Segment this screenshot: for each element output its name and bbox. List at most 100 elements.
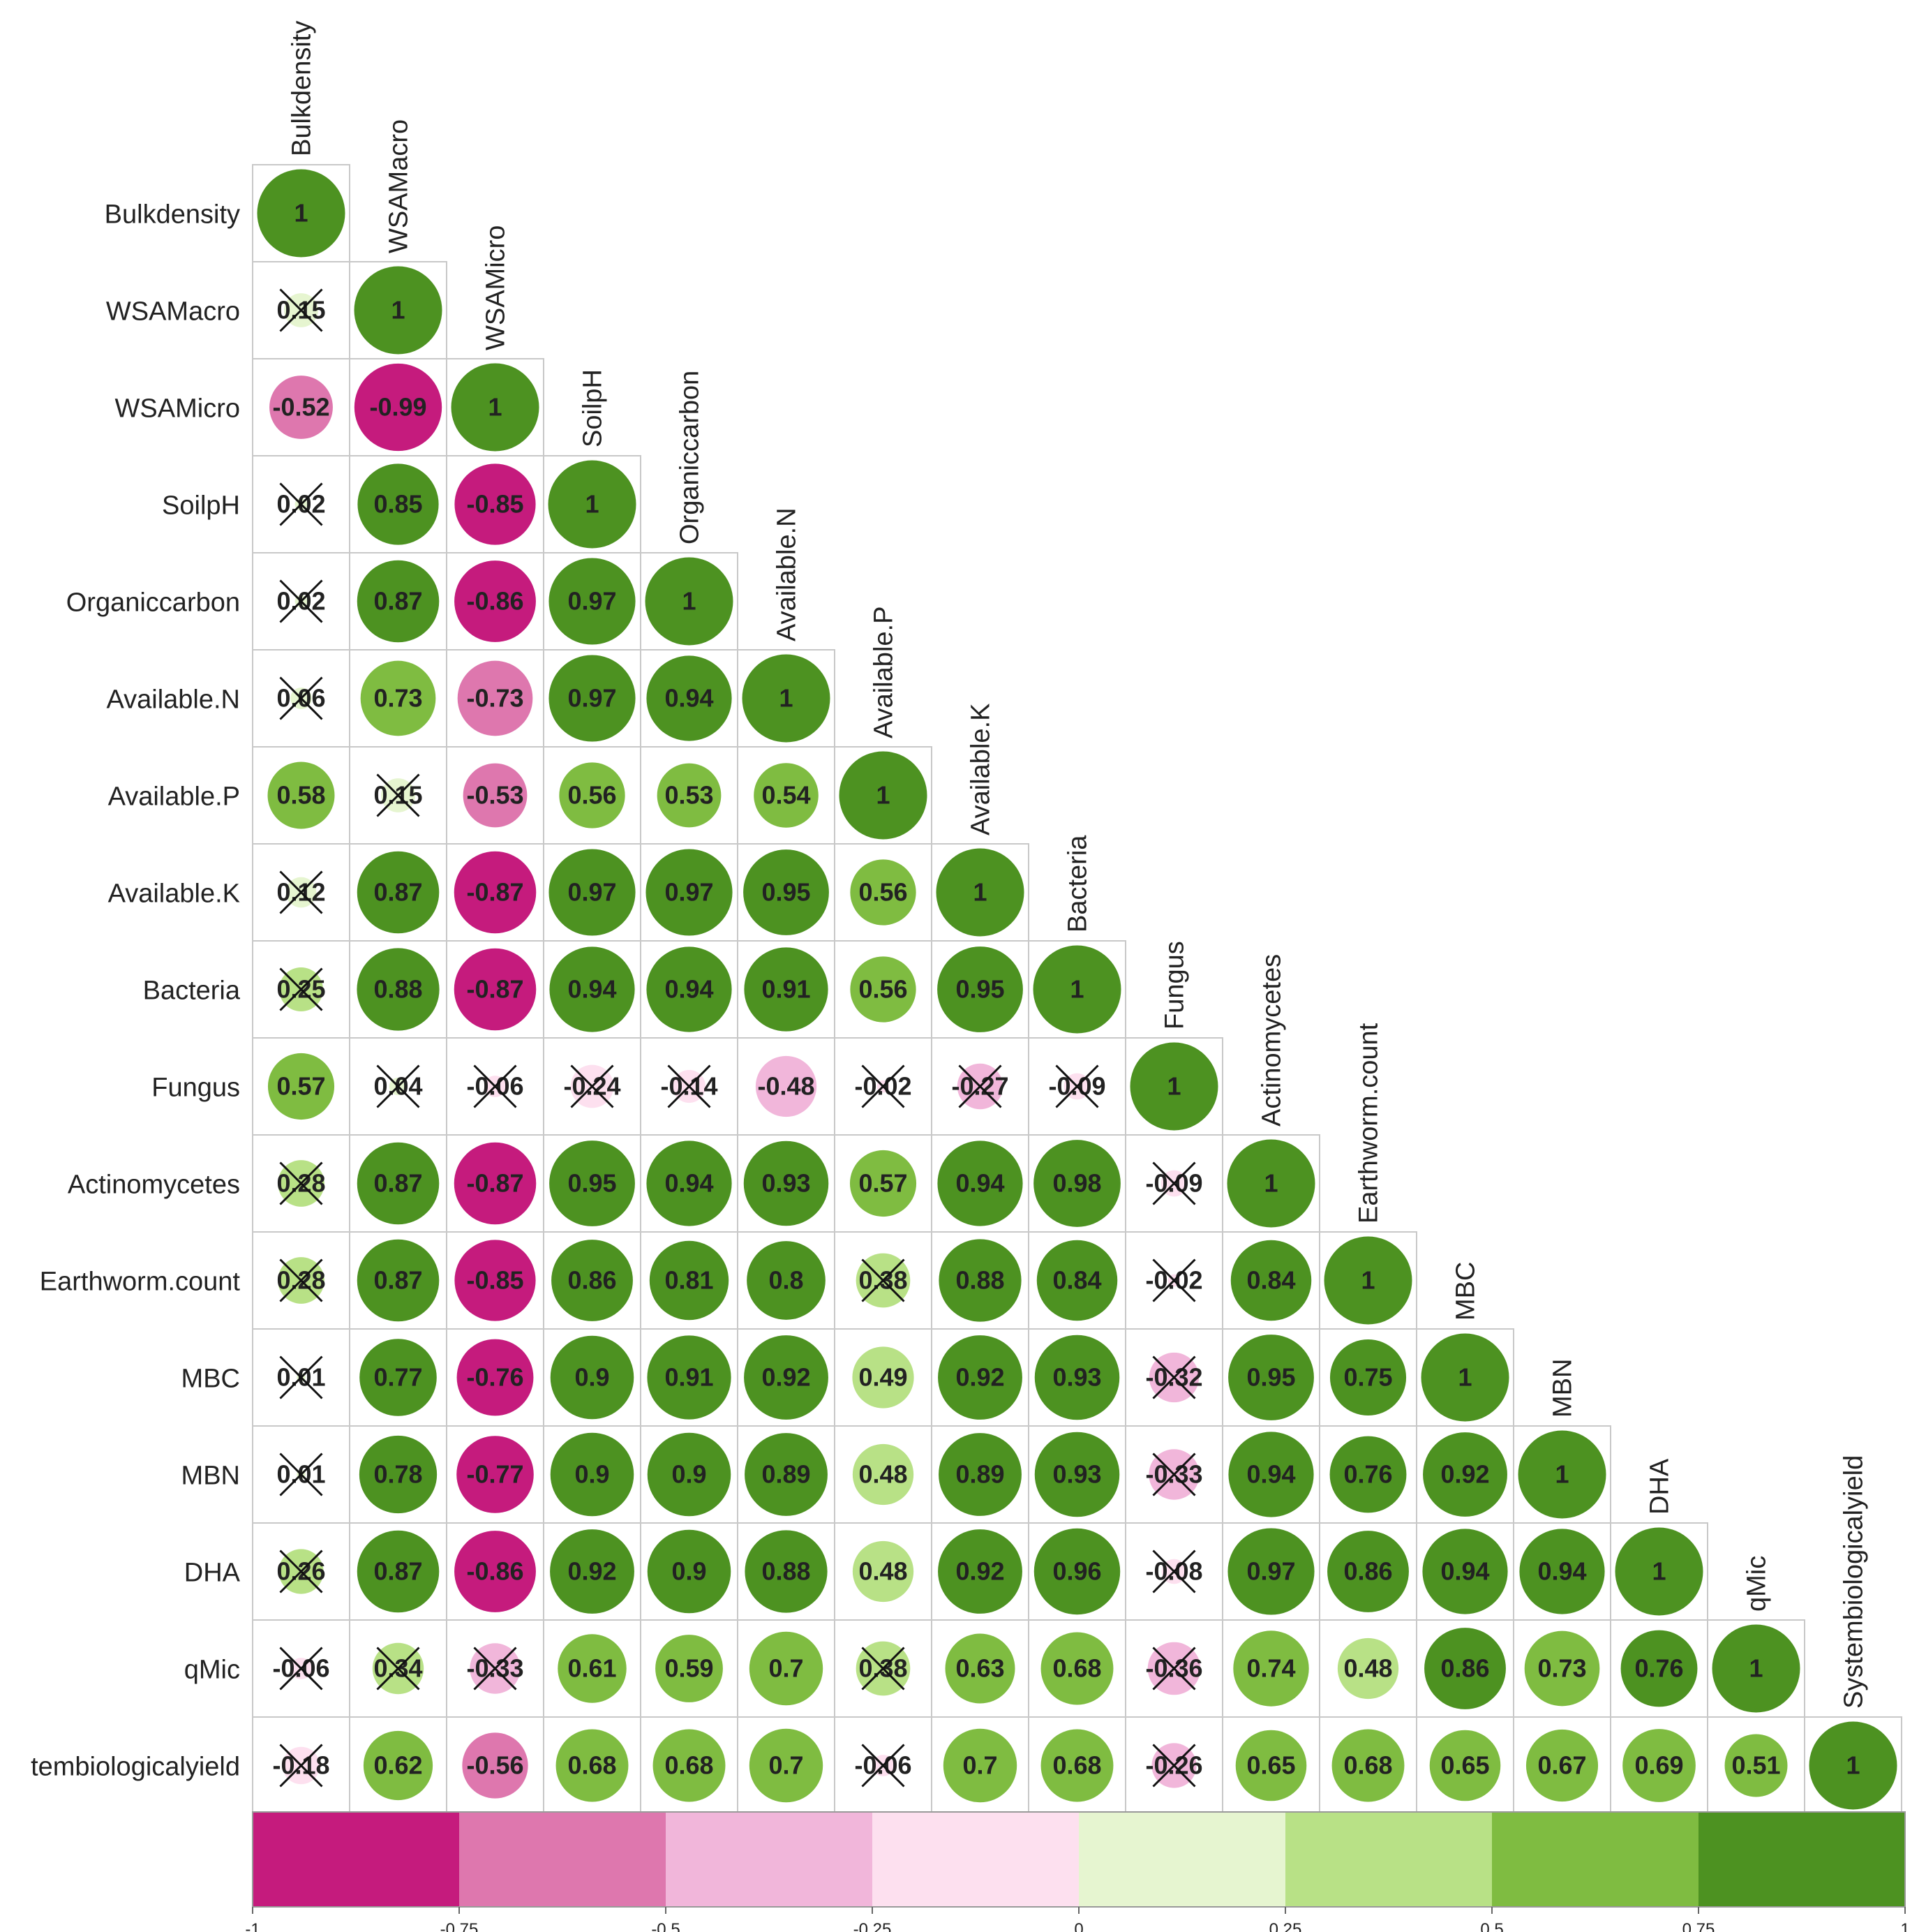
corr-cell: 0.92: [1423, 1432, 1507, 1517]
corr-circle: [1423, 1432, 1507, 1517]
insignificant-cross: [861, 1064, 905, 1108]
corr-value: 0.63: [955, 1654, 1004, 1683]
corr-cell: 0.59: [655, 1635, 723, 1702]
corr-cell: 0.58: [267, 761, 335, 829]
corr-value: 1: [1652, 1557, 1666, 1586]
corr-circle: [647, 1529, 731, 1614]
row-label: Bulkdensity: [105, 200, 240, 230]
corr-cell: 1: [1033, 945, 1121, 1034]
corr-circle: [354, 266, 442, 355]
corr-value: 0.94: [1440, 1557, 1489, 1586]
corr-circle: [1033, 945, 1121, 1034]
corr-circle: [454, 560, 536, 642]
corr-value: 0.94: [664, 975, 713, 1004]
column-label: Organiccarbon: [675, 371, 705, 544]
corr-cell: 0.94: [646, 946, 732, 1032]
corr-circle: [939, 1239, 1022, 1322]
corr-cell: 0.92: [938, 1335, 1022, 1420]
corr-value: 0.48: [858, 1557, 907, 1586]
row-label: Earthworm.count: [40, 1268, 241, 1297]
insignificant-cross: [279, 1550, 323, 1593]
corr-value: 0.94: [955, 1169, 1004, 1198]
insignificant-cross: [279, 676, 323, 720]
corr-value: 0.58: [276, 781, 325, 810]
corr-cell: 0.67: [1525, 1729, 1599, 1802]
corr-circle: [749, 1728, 823, 1803]
corr-value: 0.97: [664, 878, 713, 907]
corr-value: 0.57: [858, 1169, 907, 1198]
corr-cell: 0.97: [548, 849, 636, 936]
corr-cell: 0.97: [548, 558, 636, 645]
corr-value: 0.94: [664, 1169, 713, 1198]
corr-cell: 0.93: [1034, 1432, 1120, 1517]
row-label: Fungus: [151, 1073, 240, 1103]
corr-circle: [652, 1729, 726, 1802]
corr-cell: -0.53: [463, 763, 528, 828]
corr-value: 0.91: [761, 975, 810, 1004]
corr-cell: 1: [1615, 1527, 1703, 1616]
corr-cell: 0.8: [747, 1241, 826, 1320]
corr-circle: [1422, 1529, 1508, 1614]
corr-cell: 0.94: [1519, 1529, 1605, 1614]
corr-value: 1: [1555, 1460, 1569, 1489]
correlation-circles: 1 0.15 1 -0.52 -0.99 1 0.02 0.85 -0.85 1 0.02 0.87 -…: [257, 169, 1897, 1810]
corr-cell: 0.12: [276, 870, 326, 914]
corr-circle: [357, 463, 439, 545]
corr-circle: [1036, 1240, 1118, 1321]
corr-circle: [548, 655, 636, 742]
corr-value: 0.94: [567, 975, 616, 1004]
corr-cell: 0.93: [1034, 1335, 1120, 1420]
corr-cell: 0.81: [649, 1240, 729, 1321]
corr-circle: [945, 1633, 1015, 1704]
corr-cell: -0.85: [454, 463, 536, 545]
insignificant-cross: [279, 967, 323, 1011]
corr-circle: [852, 1443, 914, 1506]
corr-cell: 0.56: [850, 859, 916, 926]
corr-cell: 0.95: [549, 1140, 635, 1226]
corr-value: 0.48: [1343, 1654, 1392, 1683]
corr-circle: [747, 1241, 826, 1320]
corr-cell: -0.33: [466, 1643, 524, 1694]
corr-cell: 0.89: [745, 1433, 828, 1516]
corr-cell: 1: [548, 460, 636, 549]
corr-cell: 0.92: [938, 1529, 1022, 1614]
column-label: Bacteria: [1063, 835, 1093, 932]
corr-cell: 0.94: [549, 946, 635, 1032]
corr-cell: 0.04: [373, 1064, 423, 1108]
corr-cell: 0.28: [276, 1160, 326, 1207]
column-label: Actinomycetes: [1257, 954, 1287, 1127]
insignificant-cross: [279, 579, 323, 623]
corr-circle: [359, 1435, 438, 1514]
insignificant-cross: [1152, 1355, 1196, 1399]
corr-cell: 0.02: [276, 482, 326, 526]
corr-circle: [1337, 1637, 1399, 1700]
corr-circle: [1620, 1630, 1698, 1707]
corr-value: 0.93: [1052, 1363, 1101, 1392]
corr-value: 0.88: [373, 975, 422, 1004]
corr-circle: [1233, 1630, 1309, 1707]
corr-value: 0.96: [1052, 1557, 1101, 1586]
insignificant-cross: [279, 1161, 323, 1205]
corr-cell: 0.48: [852, 1540, 914, 1603]
corr-cell: 0.48: [852, 1443, 914, 1506]
corr-cell: 0.68: [555, 1729, 629, 1802]
colorbar-segment: [253, 1812, 460, 1907]
corr-cell: 0.76: [1620, 1630, 1698, 1707]
corr-cell: 0.97: [1227, 1528, 1315, 1615]
corr-circle: [269, 376, 333, 439]
corr-cell: 0.97: [645, 849, 733, 936]
column-label: Available.P: [869, 607, 899, 738]
column-label: WSAMacro: [385, 119, 414, 253]
corr-circle: [1329, 1339, 1407, 1416]
corr-circle: [456, 1339, 534, 1416]
corr-value: 0.56: [567, 781, 616, 810]
corr-circle: [1809, 1721, 1897, 1810]
corr-value: 1: [1167, 1072, 1181, 1101]
insignificant-cross: [861, 1647, 905, 1690]
corr-cell: 0.57: [267, 1053, 335, 1120]
corr-value: -0.53: [466, 781, 523, 810]
corr-value: 0.68: [567, 1751, 616, 1780]
corr-circle: [742, 654, 830, 743]
corr-circle: [1712, 1624, 1800, 1713]
